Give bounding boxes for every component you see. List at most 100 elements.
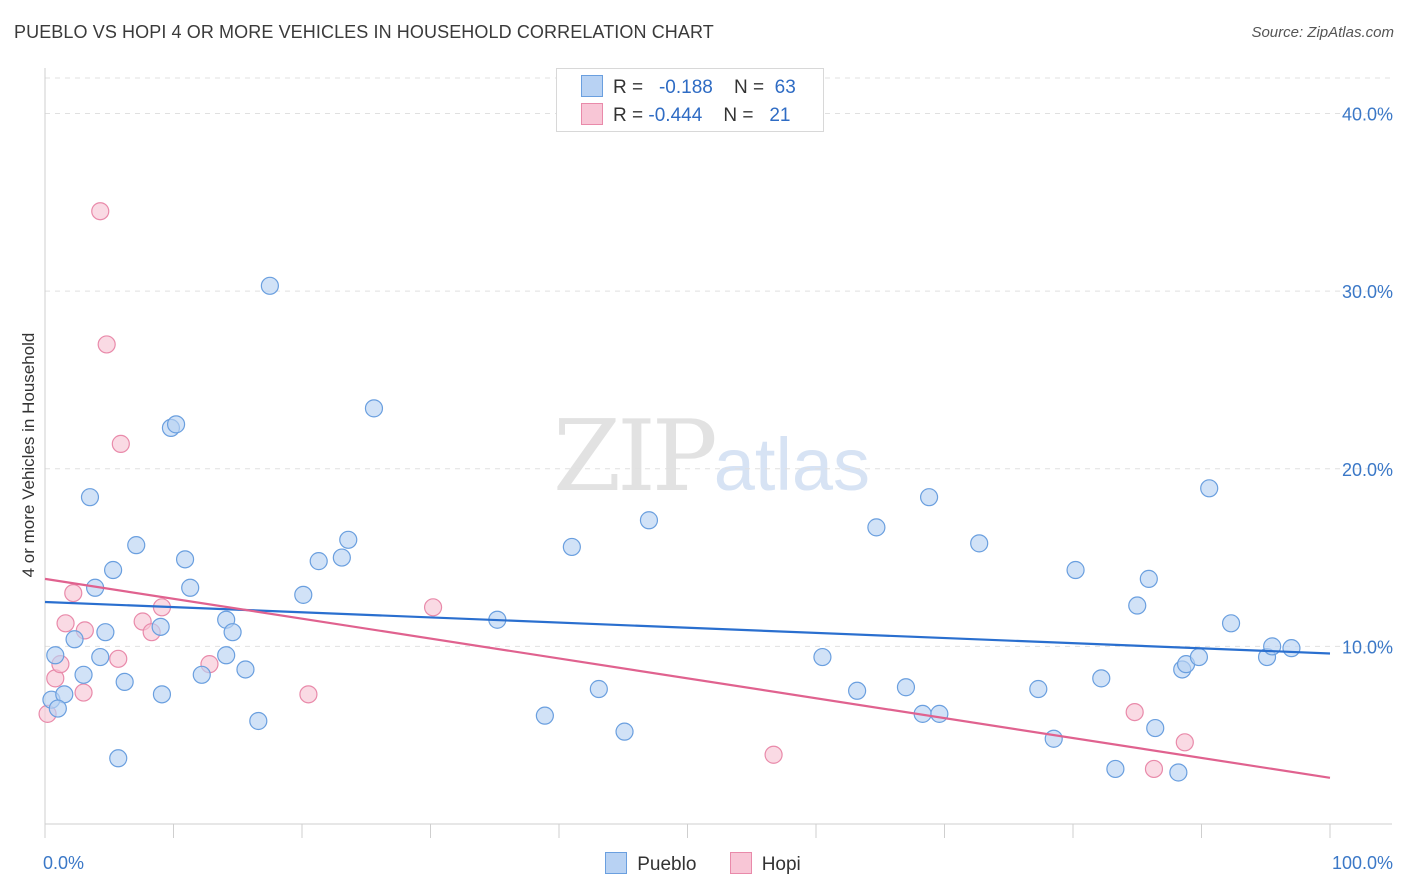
hopi-point (109, 649, 128, 668)
legend-r-label: R = (613, 105, 644, 126)
y-tick-label: 40.0% (1342, 105, 1393, 125)
pueblo-point (236, 660, 255, 679)
pueblo-point (589, 679, 608, 699)
pueblo-points (42, 276, 1301, 782)
y-tick-label: 10.0% (1342, 637, 1393, 657)
pueblo-point (639, 511, 659, 530)
pueblo-point (294, 585, 313, 604)
pueblo-point (867, 518, 886, 537)
pueblo-point (1092, 669, 1111, 688)
pueblo-point (192, 665, 211, 684)
pueblo-point (96, 623, 115, 642)
pueblo-point (1282, 639, 1301, 658)
trend-lines (44, 577, 1331, 779)
pueblo-point (1169, 763, 1188, 782)
pueblo-point (104, 560, 123, 580)
pueblo-point (615, 722, 634, 741)
pueblo-point (309, 552, 328, 571)
pueblo-point (151, 617, 170, 636)
pueblo-point (181, 578, 200, 597)
hopi-point (764, 745, 783, 764)
pueblo-point (115, 672, 134, 692)
hopi-point (56, 614, 75, 633)
hopi-swatch (729, 852, 752, 874)
pueblo-point (930, 704, 949, 723)
pueblo-point (260, 276, 279, 295)
pueblo-point (1044, 729, 1063, 748)
hopi-point (97, 335, 116, 354)
hopi-point (1125, 702, 1144, 722)
pueblo-point (1106, 759, 1125, 779)
pueblo-swatch (581, 75, 603, 97)
legend-label-hopi: Hopi (761, 854, 801, 875)
hopi-point (64, 583, 83, 603)
pueblo-point (48, 699, 67, 718)
chart-source: Source: ZipAtlas.com (1251, 24, 1394, 41)
pueblo-point (1066, 560, 1085, 580)
x-tick-label: 100.0% (1332, 853, 1393, 873)
correlation-legend: R = -0.188 N = 63 R = -0.444 N = 21 (556, 68, 824, 132)
pueblo-point (223, 623, 242, 642)
legend-n-value: 63 (774, 77, 796, 98)
pueblo-point (535, 706, 554, 725)
pueblo-point (562, 537, 581, 557)
pueblo-point (249, 711, 268, 731)
pueblo-swatch (605, 852, 628, 874)
hopi-points (38, 202, 1194, 779)
pueblo-point (1221, 614, 1241, 633)
hopi-point (111, 434, 130, 453)
hopi-point (91, 202, 110, 221)
pueblo-point (127, 536, 146, 555)
pueblo-point (80, 488, 100, 507)
hopi-point (1175, 733, 1194, 752)
pueblo-point (970, 534, 989, 553)
pueblo-point (175, 550, 195, 569)
pueblo-point (919, 488, 939, 507)
pueblo-trend-line (44, 600, 1331, 655)
legend-item-pueblo: Pueblo (605, 852, 696, 876)
pueblo-point (217, 646, 236, 665)
series-legend: Pueblo Hopi (0, 852, 1406, 876)
legend-n-label: N = (723, 105, 754, 126)
pueblo-point (91, 647, 110, 667)
pueblo-point (364, 399, 384, 418)
legend-n-value: 21 (769, 105, 791, 126)
hopi-point (74, 683, 93, 702)
legend-row-hopi: R = -0.444 N = 21 (581, 103, 790, 127)
watermark-atlas: atlas (713, 423, 871, 506)
pueblo-point (65, 630, 84, 649)
legend-r-value: -0.188 (658, 77, 713, 98)
legend-label-pueblo: Pueblo (637, 854, 697, 875)
chart-title: PUEBLO VS HOPI 4 OR MORE VEHICLES IN HOU… (14, 22, 714, 42)
hopi-point (1144, 759, 1164, 779)
pueblo-point (896, 678, 916, 697)
legend-item-hopi: Hopi (729, 852, 801, 876)
pueblo-point (1189, 647, 1209, 667)
pueblo-point (166, 415, 186, 434)
legend-row-pueblo: R = -0.188 N = 63 (581, 75, 796, 99)
pueblo-point (1200, 479, 1219, 498)
hopi-point (423, 598, 443, 617)
y-tick-label: 30.0% (1342, 282, 1393, 302)
hopi-trend-line (44, 577, 1331, 779)
pueblo-point (74, 665, 93, 684)
axis-labels: 10.0% 20.0% 30.0% 40.0% 0.0% 100.0% 4 or more … (19, 105, 1393, 873)
pueblo-point (152, 685, 172, 704)
x-tick-label: 0.0% (43, 853, 84, 873)
pueblo-point (109, 749, 128, 768)
pueblo-point (332, 548, 351, 567)
pueblo-point (46, 646, 65, 665)
y-tick-label: 20.0% (1342, 460, 1393, 480)
legend-r-value: -0.444 (648, 105, 703, 126)
watermark-zip: ZIP (553, 400, 718, 514)
pueblo-point (1139, 569, 1158, 588)
grid-lines (45, 77, 1392, 647)
legend-r-label: R = (613, 77, 644, 98)
hopi-point (299, 685, 318, 704)
pueblo-point (339, 530, 358, 549)
pueblo-point (813, 647, 832, 667)
pueblo-point (1029, 679, 1048, 699)
watermark: ZIPatlas (553, 400, 870, 514)
y-axis-label: 4 or more Vehicles in Household (19, 333, 38, 578)
hopi-swatch (581, 103, 603, 125)
